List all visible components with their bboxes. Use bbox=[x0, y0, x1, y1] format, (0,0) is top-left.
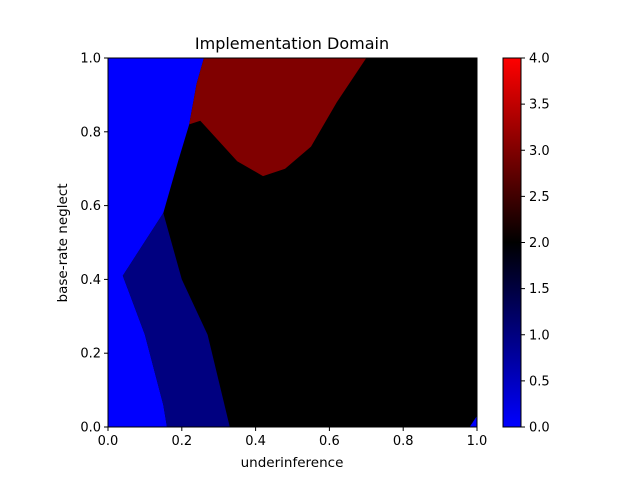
y-tick-label: 0.2 bbox=[80, 347, 101, 362]
colorbar-tick-label: 2.5 bbox=[529, 190, 550, 205]
y-axis-ticks: 0.0 0.2 0.4 0.6 0.8 1.0 bbox=[80, 52, 108, 436]
x-tick-label: 0.8 bbox=[393, 434, 414, 449]
x-tick-label: 0.0 bbox=[98, 434, 119, 449]
x-axis-ticks: 0.0 0.2 0.4 0.6 0.8 1.0 bbox=[98, 427, 488, 449]
colorbar-tick-label: 0.0 bbox=[529, 421, 550, 436]
heatmap-region-0 bbox=[108, 58, 204, 427]
colorbar-gradient bbox=[502, 57, 522, 428]
colorbar-tick-label: 3.0 bbox=[529, 144, 550, 159]
x-tick-label: 0.4 bbox=[245, 434, 266, 449]
x-tick-label: 0.2 bbox=[171, 434, 192, 449]
colorbar-tick-label: 3.5 bbox=[529, 98, 550, 113]
y-tick-label: 0.4 bbox=[80, 273, 101, 288]
x-tick-label: 0.6 bbox=[319, 434, 340, 449]
heatmap-region-2 bbox=[189, 58, 367, 177]
plot-frame bbox=[107, 57, 478, 428]
y-axis-title: base-rate neglect bbox=[55, 184, 71, 303]
colorbar-tick-label: 1.0 bbox=[529, 328, 550, 343]
colorbar: 0.0 0.5 1.0 1.5 2.0 2.5 3.0 3.5 4.0 bbox=[502, 52, 550, 436]
y-tick-label: 0.8 bbox=[80, 125, 101, 140]
colorbar-tick-label: 4.0 bbox=[529, 52, 550, 67]
chart-title: Implementation Domain bbox=[195, 34, 389, 53]
y-tick-label: 0.0 bbox=[80, 421, 101, 436]
colorbar-ticks: 0.0 0.5 1.0 1.5 2.0 2.5 3.0 3.5 4.0 bbox=[521, 52, 550, 436]
x-axis-title: underinference bbox=[241, 455, 344, 471]
heatmap-regions bbox=[108, 58, 477, 427]
plot-area bbox=[108, 58, 477, 427]
heatmap-region-1 bbox=[122, 213, 230, 427]
heatmap-region-3 bbox=[469, 415, 477, 427]
colorbar-tick-label: 2.0 bbox=[529, 236, 550, 251]
colorbar-tick-label: 0.5 bbox=[529, 374, 550, 389]
x-tick-label: 1.0 bbox=[467, 434, 488, 449]
y-tick-label: 1.0 bbox=[80, 52, 101, 67]
y-tick-label: 0.6 bbox=[80, 199, 101, 214]
colorbar-tick-label: 1.5 bbox=[529, 282, 550, 297]
